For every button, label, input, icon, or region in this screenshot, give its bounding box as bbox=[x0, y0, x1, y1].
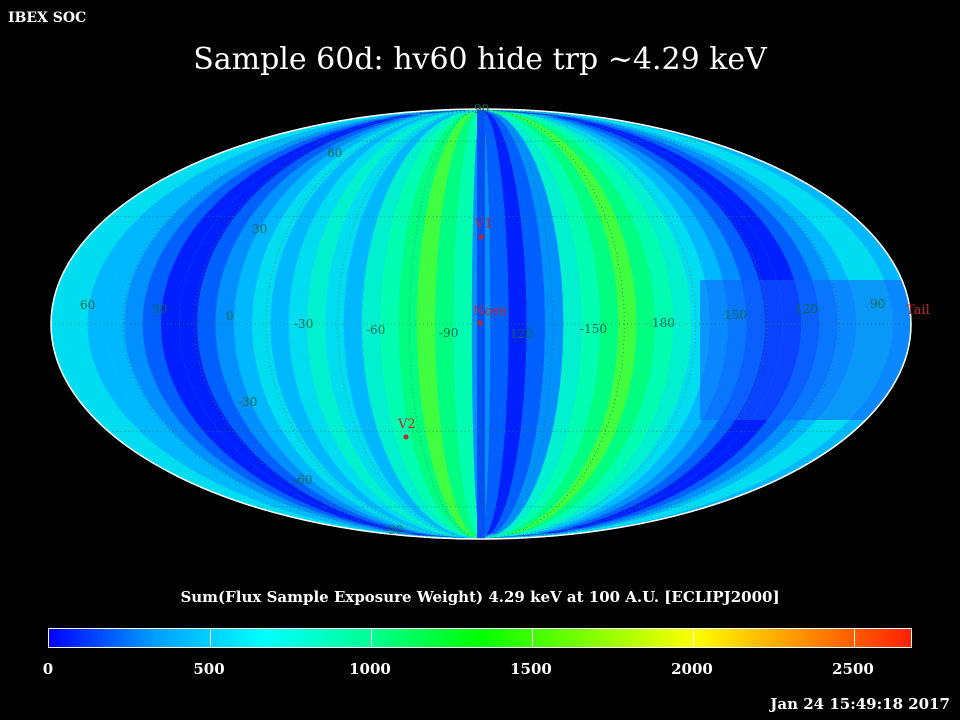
colorbar-label: 0 bbox=[42, 660, 54, 678]
flux-band bbox=[481, 109, 527, 539]
lat-label-90n: 90 bbox=[474, 102, 489, 116]
colorbar-tick bbox=[210, 629, 211, 647]
lon-label: 90 bbox=[870, 297, 885, 311]
colorbar-tick bbox=[693, 629, 694, 647]
flux-band bbox=[481, 109, 600, 539]
meridian-line bbox=[480, 109, 840, 538]
lat-label-60n: 60 bbox=[327, 146, 342, 160]
app-label: IBEX SOC bbox=[8, 10, 87, 26]
sky-map: 90 60 30 -30 -60 -90 60 30 0 -30 -60 -90… bbox=[50, 102, 930, 540]
colorbar-title: Sum(Flux Sample Exposure Weight) 4.29 ke… bbox=[180, 588, 780, 606]
lon-label: 120 bbox=[795, 302, 818, 316]
colorbar-tick bbox=[854, 629, 855, 647]
lon-label: 150 bbox=[724, 308, 747, 322]
lat-label-60s: -60 bbox=[293, 473, 312, 487]
lon-label: 60 bbox=[80, 298, 95, 312]
meridian-line bbox=[122, 109, 482, 538]
colorbar-label: 500 bbox=[193, 660, 225, 678]
meridian-line bbox=[265, 109, 482, 538]
marker-v2-label: V2 bbox=[397, 417, 416, 432]
lon-label: 30 bbox=[152, 302, 167, 316]
graticule bbox=[51, 109, 911, 538]
lat-label-30s: -30 bbox=[238, 395, 257, 409]
lon-label: -150 bbox=[580, 322, 607, 336]
flux-patch bbox=[700, 280, 910, 420]
flux-band bbox=[398, 109, 481, 539]
marker-nose-dot bbox=[477, 320, 483, 326]
flux-bands bbox=[51, 109, 911, 539]
colorbar-label: 2000 bbox=[671, 660, 713, 678]
marker-v2-dot bbox=[403, 434, 409, 440]
flux-band bbox=[435, 109, 481, 539]
lon-label: 0 bbox=[226, 309, 234, 323]
lon-label: -30 bbox=[294, 317, 313, 331]
lon-label: -60 bbox=[366, 323, 385, 337]
lat-label-30n: 30 bbox=[252, 222, 267, 236]
marker-v1-label: V1 bbox=[474, 217, 493, 232]
colorbar-label: 2500 bbox=[832, 660, 874, 678]
lon-label: 180 bbox=[652, 316, 675, 330]
marker-nose-label: Nose bbox=[473, 304, 507, 319]
meridian-line bbox=[480, 109, 697, 538]
lon-label: 120 bbox=[510, 327, 533, 341]
colorbar-label: 1000 bbox=[349, 660, 391, 678]
lon-label: -90 bbox=[439, 326, 458, 340]
colorbar-label: 1500 bbox=[510, 660, 552, 678]
timestamp: Jan 24 15:49:18 2017 bbox=[770, 695, 950, 713]
marker-v1-dot bbox=[478, 234, 484, 240]
flux-band bbox=[481, 109, 564, 539]
lat-label-90s: -90 bbox=[384, 523, 403, 537]
map-outline bbox=[50, 108, 912, 540]
colorbar-tick bbox=[532, 629, 533, 647]
marker-tail-label: Tail bbox=[906, 303, 930, 318]
flux-band bbox=[362, 109, 481, 539]
colorbar bbox=[48, 628, 912, 648]
colorbar-tick bbox=[371, 629, 372, 647]
page-title: Sample 60d: hv60 hide trp ~4.29 keV bbox=[193, 42, 767, 77]
flux-band bbox=[481, 109, 582, 539]
